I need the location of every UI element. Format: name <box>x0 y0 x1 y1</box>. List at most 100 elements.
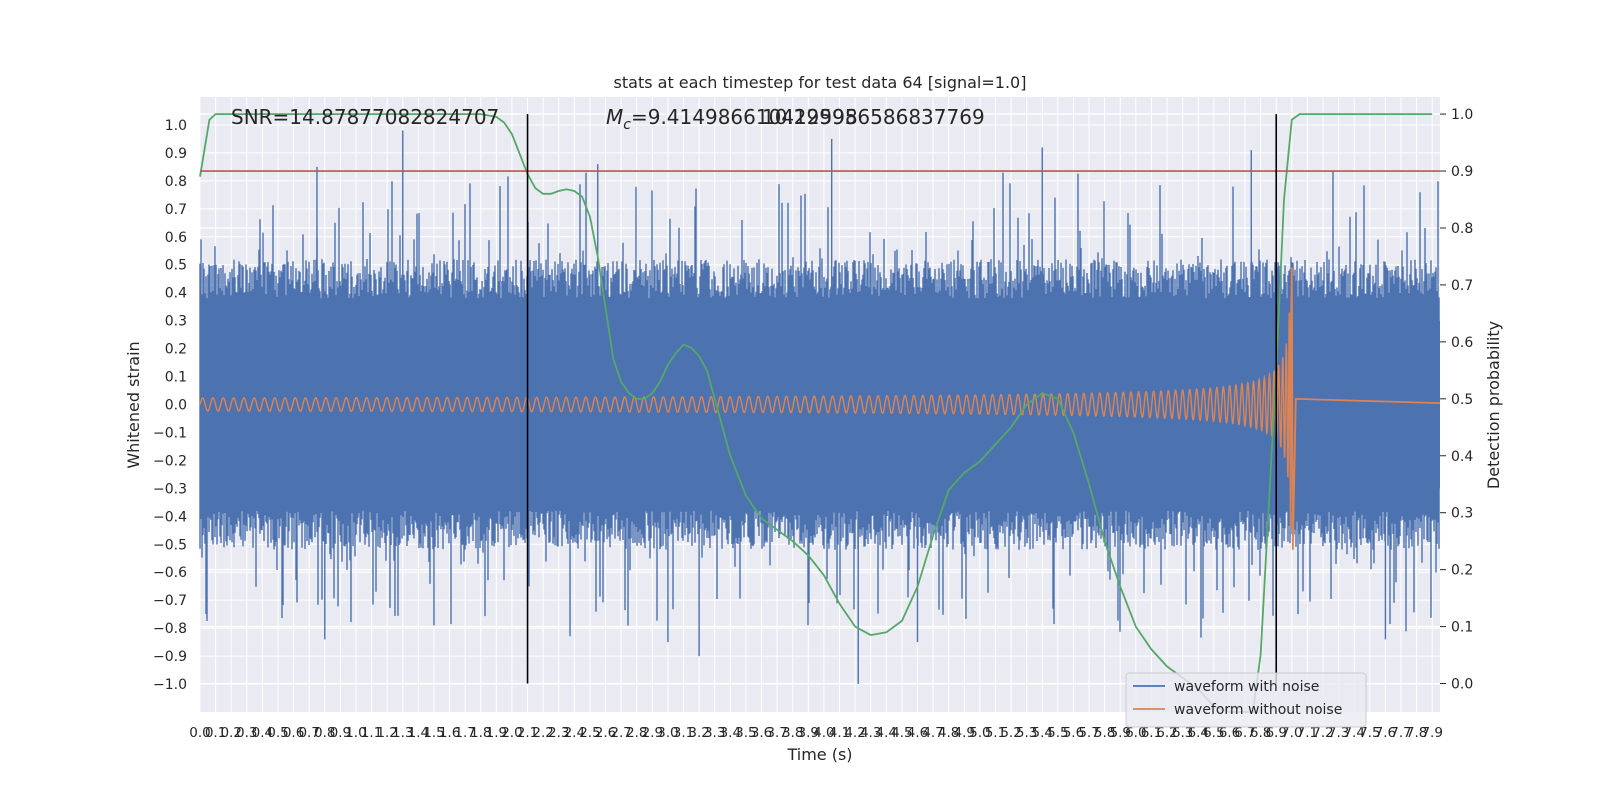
x-tick-label: 0.1 <box>205 725 226 741</box>
x-tick-label: 3.2 <box>688 725 709 741</box>
x-tick-label: 4.1 <box>829 725 850 741</box>
y-tick-label: −0.1 <box>153 425 187 441</box>
y2-tick-label: 0.7 <box>1451 278 1473 294</box>
x-tick-label: 0.0 <box>189 725 210 741</box>
clean-merger <box>1288 267 1441 550</box>
y-tick-label: −0.6 <box>153 565 187 581</box>
legend: waveform with noise waveform without noi… <box>1125 672 1367 728</box>
x-tick-label: 0.7 <box>298 725 319 741</box>
x-tick-label: 7.5 <box>1359 725 1380 741</box>
x-tick-label: 4.7 <box>922 725 943 741</box>
x-tick-label: 4.6 <box>907 725 928 741</box>
x-tick-label: 0.6 <box>283 725 304 741</box>
legend-label-noise: waveform with noise <box>1174 679 1319 695</box>
x-tick-label: 1.4 <box>408 725 429 741</box>
legend-box <box>1125 672 1367 728</box>
y2-tick-label: 0.1 <box>1451 620 1473 636</box>
x-tick-label: 1.1 <box>361 725 382 741</box>
y-tick-label: 0.2 <box>165 342 187 358</box>
x-tick-label: 2.2 <box>532 725 553 741</box>
y2-tick-label: 0.2 <box>1451 563 1473 579</box>
legend-label-clean: waveform without noise <box>1174 702 1342 718</box>
series-waveform-without-noise <box>199 267 1441 550</box>
x-tick-label: 3.0 <box>657 725 678 741</box>
x-tick-label: 1.6 <box>439 725 460 741</box>
y2-tick-label: 0.0 <box>1451 677 1473 693</box>
x-tick-label: 5.5 <box>1047 725 1068 741</box>
x-tick-label: 4.0 <box>813 725 834 741</box>
x-tick-label: 0.5 <box>267 725 288 741</box>
x-tick-label: 0.8 <box>314 725 335 741</box>
y-tick-label: 0.0 <box>165 398 187 414</box>
x-tick-label: 5.3 <box>1016 725 1037 741</box>
x-tick-label: 5.4 <box>1032 725 1053 741</box>
y-tick-label: −0.8 <box>153 621 187 637</box>
y-tick-label: −0.3 <box>153 481 187 497</box>
x-tick-label: 0.3 <box>236 725 257 741</box>
y-tick-label: 0.4 <box>165 286 187 302</box>
mc-annotation: Mc=9.414986610412598 <box>606 105 858 133</box>
x-tick-label: 7.2 <box>1312 725 1333 741</box>
x-tick-label: 3.9 <box>798 725 819 741</box>
x-tick-label: 2.3 <box>548 725 569 741</box>
noise-core-band <box>200 320 1440 489</box>
x-tick-label: 2.4 <box>564 725 585 741</box>
x-tick-label: 5.7 <box>1078 725 1099 741</box>
x-tick-label: 5.8 <box>1094 725 1115 741</box>
y2-tick-label: 1.0 <box>1451 107 1473 123</box>
y-tick-label: 0.3 <box>165 314 187 330</box>
x-tick-label: 6.2 <box>1156 725 1177 741</box>
x-tick-label: 6.7 <box>1234 725 1255 741</box>
y-tick-label: −0.4 <box>153 509 187 525</box>
y2-tick-label: 0.3 <box>1451 506 1473 522</box>
y2-tick-label: 0.6 <box>1451 335 1473 351</box>
x-tick-label: 0.2 <box>220 725 241 741</box>
x-axis-ticks: 0.00.10.20.30.40.50.60.70.80.91.01.11.21… <box>189 725 1443 741</box>
x-axis-label: Time (s) <box>786 745 852 764</box>
x-tick-label: 5.2 <box>1000 725 1021 741</box>
x-tick-label: 1.7 <box>454 725 475 741</box>
y2-tick-label: 0.4 <box>1451 449 1473 465</box>
y-tick-label: 1.0 <box>165 118 187 134</box>
x-tick-label: 2.5 <box>579 725 600 741</box>
y-tick-label: 0.8 <box>165 174 187 190</box>
x-tick-label: 2.6 <box>595 725 616 741</box>
x-tick-label: 5.0 <box>969 725 990 741</box>
chart-title: stats at each timestep for test data 64 … <box>614 73 1027 92</box>
x-tick-label: 2.9 <box>642 725 663 741</box>
x-tick-label: 6.9 <box>1265 725 1286 741</box>
x-tick-label: 7.9 <box>1421 725 1442 741</box>
x-tick-label: 3.6 <box>751 725 772 741</box>
x-tick-label: 1.8 <box>470 725 491 741</box>
y-tick-label: 0.7 <box>165 202 187 218</box>
x-tick-label: 7.7 <box>1390 725 1411 741</box>
x-tick-label: 4.2 <box>844 725 865 741</box>
y-axis-ticks: −1.0 −0.9 −0.8 −0.7 −0.6 −0.5 −0.4 −0.3 −0.2 −0.1… <box>153 118 187 693</box>
x-tick-label: 7.4 <box>1343 725 1364 741</box>
y-tick-label: −0.5 <box>153 537 187 553</box>
y-axis-label: Whitened strain <box>124 341 143 468</box>
x-tick-label: 4.5 <box>891 725 912 741</box>
mc-annotation-overlap: 10.299956586837769 <box>762 105 985 129</box>
x-tick-label: 6.5 <box>1203 725 1224 741</box>
x-tick-label: 2.1 <box>517 725 538 741</box>
overlay-lines <box>200 114 1440 684</box>
x-tick-label: 2.7 <box>610 725 631 741</box>
x-tick-label: 6.3 <box>1172 725 1193 741</box>
x-tick-label: 1.2 <box>376 725 397 741</box>
y-tick-label: −0.9 <box>153 649 187 665</box>
x-tick-label: 4.9 <box>954 725 975 741</box>
x-tick-label: 7.3 <box>1328 725 1349 741</box>
x-tick-label: 6.1 <box>1141 725 1162 741</box>
x-tick-label: 3.1 <box>673 725 694 741</box>
x-tick-label: 5.6 <box>1063 725 1084 741</box>
y2-axis-label: Detection probability <box>1484 321 1503 489</box>
x-tick-label: 3.8 <box>782 725 803 741</box>
x-tick-label: 2.8 <box>626 725 647 741</box>
x-tick-label: 7.0 <box>1281 725 1302 741</box>
y-tick-label: 0.1 <box>165 370 187 386</box>
y2-tick-label: 0.9 <box>1451 164 1473 180</box>
x-tick-label: 5.9 <box>1110 725 1131 741</box>
x-tick-label: 6.6 <box>1219 725 1240 741</box>
